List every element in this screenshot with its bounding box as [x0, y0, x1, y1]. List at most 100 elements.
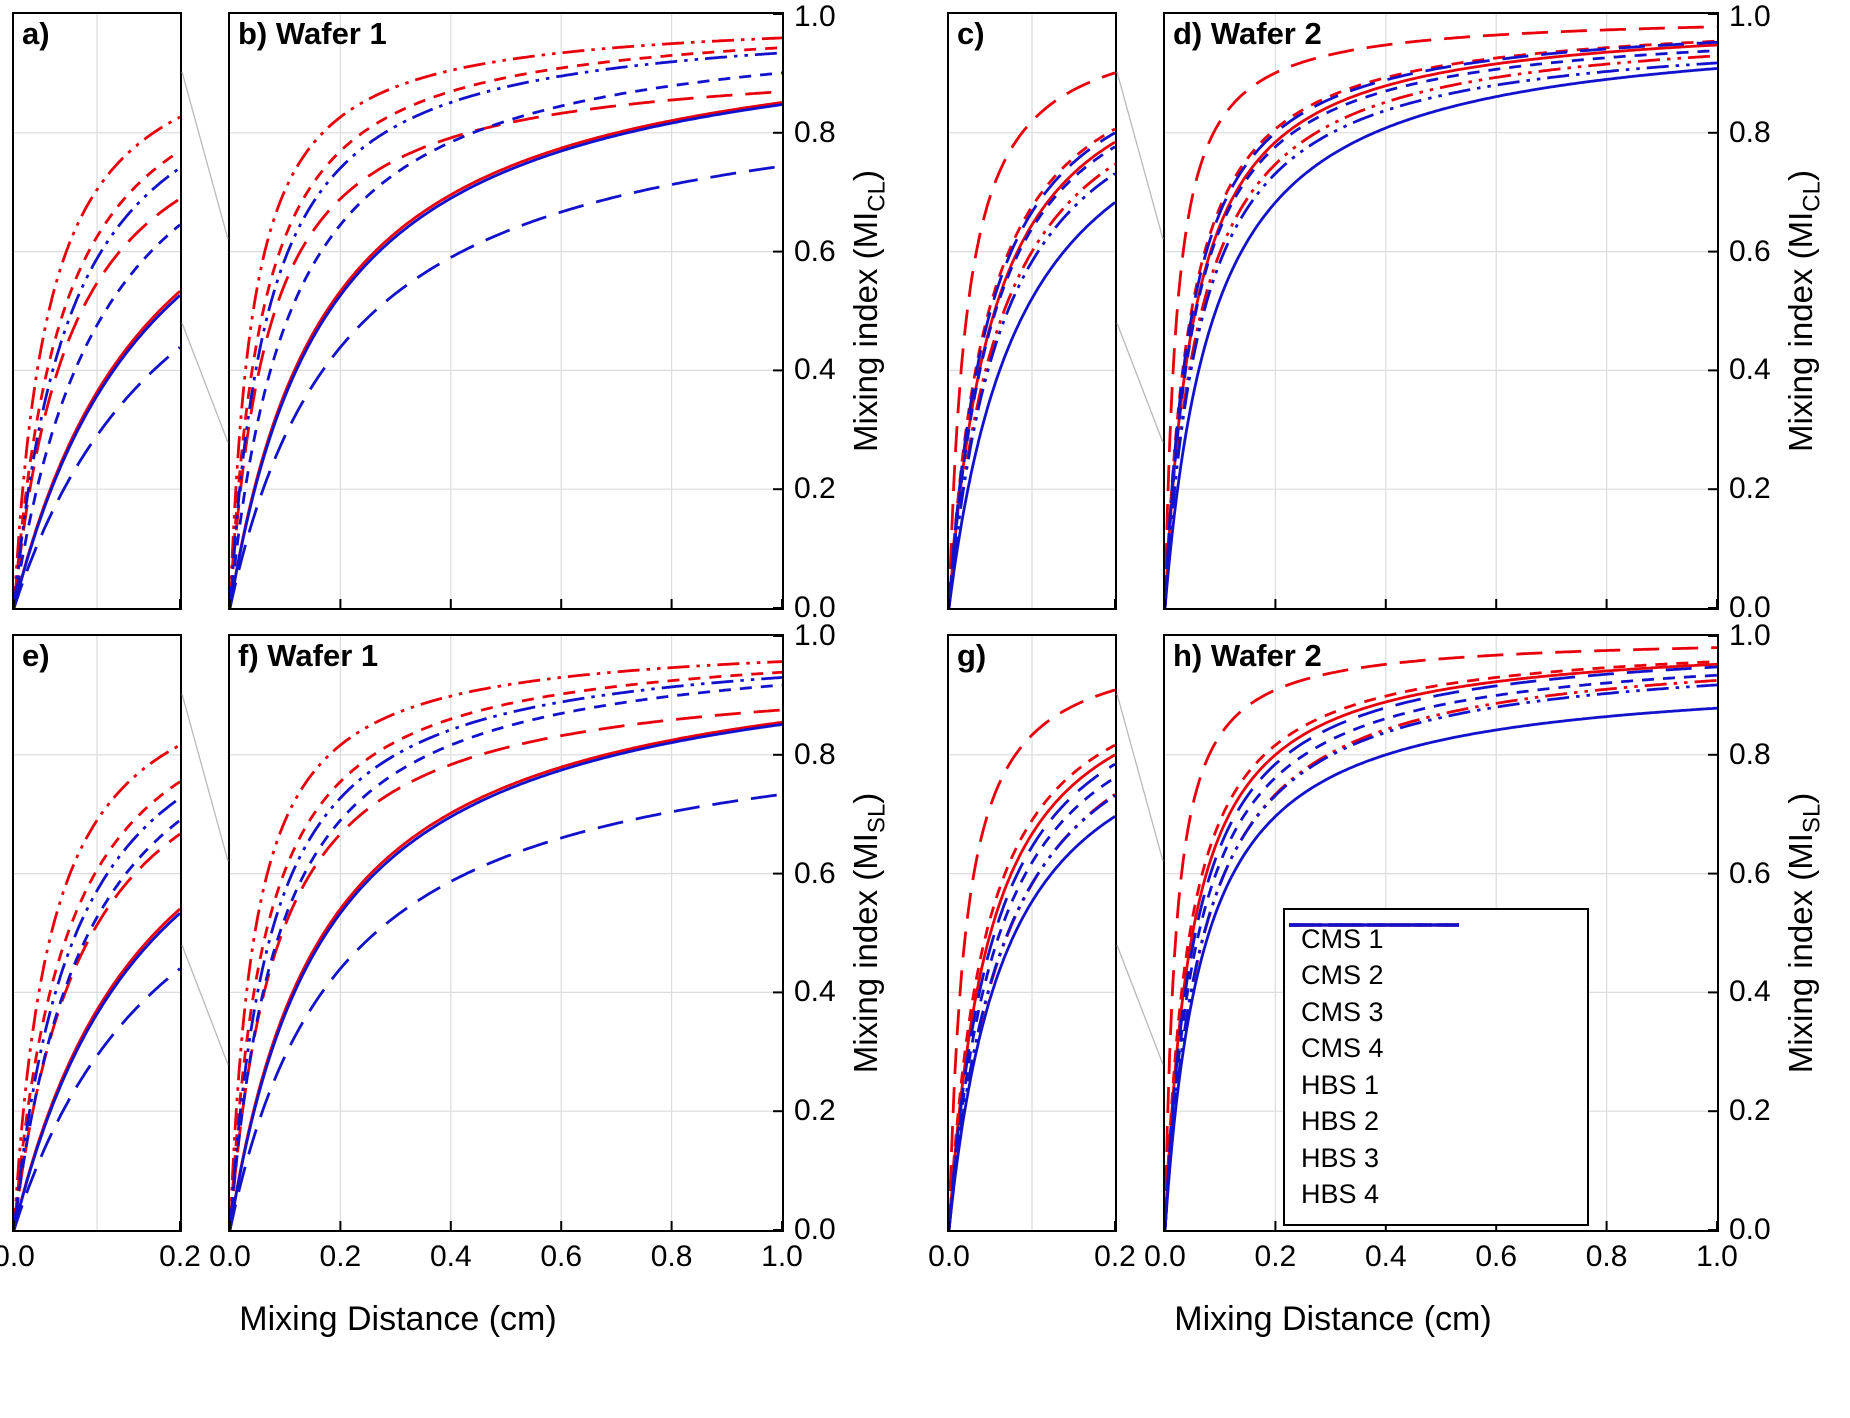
zoom-connector-line — [181, 71, 229, 240]
y-tick-label: 0.4 — [1729, 975, 1771, 1009]
x-axis-title-left: Mixing Distance (cm) — [239, 1300, 557, 1338]
series-curve-CMS-3 — [230, 670, 782, 1230]
series-curve-HBS-2 — [14, 967, 180, 1230]
y-tick-label: 0.4 — [794, 353, 836, 387]
panel-c-plot — [949, 14, 1115, 608]
legend-label: CMS 2 — [1301, 960, 1384, 991]
y-axis-label-subscript: SL — [1798, 803, 1826, 834]
panel-b-label: b) Wafer 1 — [238, 16, 387, 52]
x-tick-label: 0.2 — [1094, 1240, 1136, 1273]
zoom-connector-line — [181, 693, 229, 862]
y-tick-label: 0.4 — [1729, 353, 1771, 387]
panel-f-wafer1: f) Wafer 1 — [228, 634, 784, 1232]
y-axis-label-cl-left: Mixing index (MICL) — [842, 11, 891, 611]
y-tick-label: 0.6 — [1729, 856, 1771, 890]
panel-letter: h) — [1173, 638, 1203, 673]
zoom-connector-line — [181, 944, 229, 1065]
series-curve-CMS-4 — [1165, 54, 1717, 608]
legend-item: CMS 3 — [1289, 923, 1571, 1029]
panel-g-label: g) — [957, 638, 986, 674]
x-tick-label: 0.8 — [650, 1240, 693, 1273]
y-tick-label: 0.8 — [794, 737, 836, 771]
panel-title: Wafer 2 — [1210, 16, 1322, 51]
legend-item: HBS 3 — [1289, 923, 1571, 1175]
panel-b-plot — [230, 14, 782, 608]
x-tick-label: 0.6 — [540, 1240, 583, 1273]
legend-item: CMS 4 — [1289, 923, 1571, 1066]
y-axis-label-subscript: SL — [863, 803, 891, 834]
x-tick-label: 0.6 — [1475, 1240, 1518, 1273]
series-curve-CMS-1 — [230, 101, 782, 608]
x-tick-label: 0.4 — [1364, 1240, 1407, 1273]
series-curve-CMS-2 — [230, 90, 782, 608]
series-curve-HBS-2 — [949, 762, 1115, 1230]
panel-title: Wafer 1 — [267, 638, 379, 673]
series-curve-CMS-3 — [949, 743, 1115, 1230]
panel-e-zoom: e) — [12, 634, 182, 1232]
legend-item: HBS 1 — [1289, 923, 1571, 1102]
series-curve-CMS-2 — [949, 71, 1115, 608]
y-tick-label: 0.6 — [794, 856, 836, 890]
panel-letter: e) — [22, 638, 50, 673]
y-tick-label: 0.8 — [1729, 737, 1771, 771]
panel-c-zoom: c) — [947, 12, 1117, 610]
panel-letter: d) — [1173, 16, 1203, 51]
legend-item: CMS 2 — [1289, 923, 1571, 993]
x-tick-label: 1.0 — [761, 1240, 803, 1273]
x-tick-label: 1.0 — [1696, 1240, 1738, 1273]
legend-label: CMS 1 — [1301, 923, 1384, 954]
panel-f-plot — [230, 636, 782, 1230]
series-curve-CMS-3 — [14, 149, 180, 608]
legend-label: HBS 2 — [1301, 1106, 1380, 1137]
y-tick-label: 0.0 — [794, 591, 836, 624]
legend-label: CMS 3 — [1301, 996, 1384, 1027]
series-curve-HBS-1 — [949, 815, 1115, 1230]
series-curve-HBS-2 — [949, 131, 1115, 608]
legend-line-sample — [1289, 923, 1459, 927]
panel-d-plot — [1165, 14, 1717, 608]
series-curve-CMS-3 — [230, 46, 782, 608]
series-curve-HBS-2 — [230, 164, 782, 608]
zoom-connector-line — [1116, 693, 1164, 862]
panel-letter: g) — [957, 638, 987, 673]
y-axis-label-sl-left: Mixing index (MISL) — [842, 633, 891, 1233]
panel-letter: f) — [238, 638, 259, 673]
legend-item: HBS 4 — [1289, 923, 1571, 1212]
x-tick-label: 0.0 — [1144, 1240, 1186, 1273]
y-tick-label: 0.8 — [794, 115, 836, 149]
x-tick-label: 0.0 — [928, 1240, 970, 1273]
y-tick-label: 0.2 — [794, 472, 836, 506]
series-curve-CMS-2 — [230, 708, 782, 1230]
series-curve-HBS-4 — [949, 172, 1115, 608]
panel-letter: c) — [957, 16, 985, 51]
series-curve-HBS-1 — [230, 723, 782, 1230]
x-tick-label: 0.4 — [429, 1240, 472, 1273]
y-tick-label: 0.2 — [1729, 472, 1771, 506]
series-curve-CMS-1 — [949, 753, 1115, 1230]
series-curve-HBS-3 — [14, 223, 180, 608]
series-curve-CMS-1 — [949, 140, 1115, 608]
y-axis-label-text: ) — [847, 170, 884, 182]
panel-h-wafer2: h) Wafer 2 CMS 1 CMS 2 CMS 3 CMS 4 HBS 1 HBS … — [1163, 634, 1719, 1232]
panel-d-label: d) Wafer 2 — [1173, 16, 1322, 52]
panel-a-label: a) — [22, 16, 50, 52]
legend-label: HBS 3 — [1301, 1142, 1380, 1173]
panel-f-label: f) Wafer 1 — [238, 638, 378, 674]
series-curve-HBS-1 — [949, 201, 1115, 608]
series-curve-CMS-4 — [14, 115, 180, 608]
x-tick-label: 0.0 — [0, 1240, 35, 1273]
panel-title: Wafer 2 — [1210, 638, 1322, 673]
y-tick-label: 0.8 — [1729, 115, 1771, 149]
y-axis-label-subscript: CL — [1798, 181, 1826, 212]
zoom-connector-line — [1116, 322, 1164, 443]
y-tick-label: 0.0 — [1729, 1213, 1771, 1246]
series-curve-HBS-1 — [1165, 67, 1717, 608]
series-curve-HBS-3 — [1165, 49, 1717, 608]
panel-c-label: c) — [957, 16, 985, 52]
y-tick-label: 0.4 — [794, 975, 836, 1009]
panel-h-plot — [1165, 636, 1717, 1230]
panel-g-plot — [949, 636, 1115, 1230]
series-curve-HBS-4 — [230, 676, 782, 1230]
series-curve-HBS-1 — [1165, 706, 1717, 1230]
